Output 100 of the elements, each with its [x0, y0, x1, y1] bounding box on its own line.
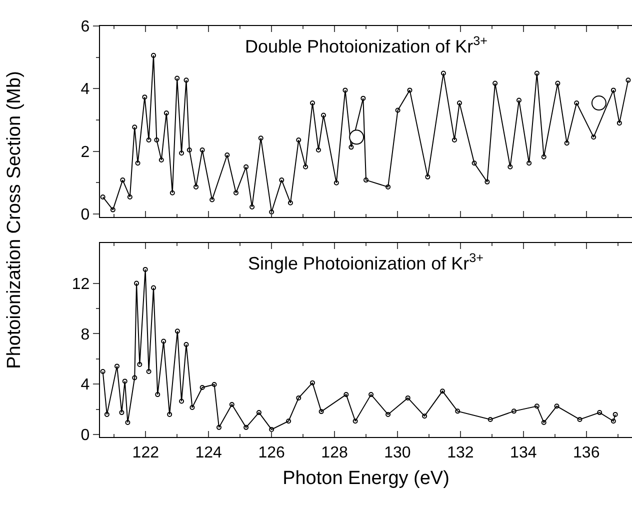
point	[119, 410, 124, 416]
point	[229, 402, 234, 407]
y-tick-label: 4	[80, 81, 90, 98]
point	[142, 266, 148, 272]
point	[321, 112, 326, 118]
point	[511, 408, 516, 414]
point	[316, 147, 321, 152]
y-tick-label: 12	[72, 276, 90, 293]
x-tick-label: 130	[384, 444, 411, 462]
point	[135, 160, 140, 166]
point	[174, 328, 180, 334]
point	[508, 164, 513, 170]
point	[555, 80, 560, 86]
point	[534, 404, 540, 409]
point	[610, 418, 616, 424]
point	[425, 174, 430, 180]
point	[368, 392, 374, 398]
point	[170, 190, 175, 196]
point	[591, 96, 606, 111]
point	[120, 178, 126, 183]
point	[612, 412, 618, 417]
y-tick-label: 0	[80, 206, 90, 224]
point	[349, 130, 364, 145]
point	[440, 70, 446, 76]
point	[610, 88, 616, 93]
point	[288, 200, 293, 206]
point	[386, 184, 391, 190]
point	[597, 410, 602, 416]
point	[286, 418, 292, 424]
point	[395, 108, 400, 113]
point	[244, 164, 249, 170]
point	[146, 137, 152, 142]
point	[534, 70, 540, 76]
point	[104, 412, 110, 417]
y-tick-label: 4	[80, 376, 90, 394]
point	[310, 100, 315, 106]
point	[164, 110, 169, 116]
point	[440, 388, 445, 394]
y-tick-label: 2	[80, 144, 90, 161]
point	[269, 209, 274, 214]
point	[318, 409, 324, 414]
point	[258, 136, 264, 141]
y-tick-label: 0	[80, 427, 90, 444]
point	[110, 207, 116, 212]
x-tick-label: 126	[258, 444, 286, 462]
point	[279, 178, 284, 183]
point	[179, 398, 184, 404]
point	[352, 418, 358, 424]
text: Double Photoionization of Kr$^{3+}$	[245, 34, 488, 57]
point	[616, 120, 622, 126]
point	[179, 150, 184, 156]
point	[541, 154, 546, 160]
point	[526, 160, 532, 166]
point	[146, 368, 152, 374]
text: Single Photoionization of Kr$^{3+}$	[248, 251, 484, 274]
point	[184, 342, 189, 348]
x-tick-label: 132	[447, 444, 474, 462]
point	[224, 152, 230, 158]
point	[344, 392, 349, 398]
point	[210, 197, 215, 202]
point	[484, 179, 490, 184]
point	[161, 338, 166, 344]
point	[256, 410, 262, 416]
point	[269, 426, 274, 432]
y-tick-label: 6	[80, 18, 90, 36]
point	[155, 392, 160, 398]
x-tick-label: 128	[321, 444, 348, 462]
point	[455, 408, 460, 414]
point	[456, 100, 462, 106]
point	[334, 180, 339, 186]
point	[174, 76, 180, 81]
line-series	[100, 52, 631, 214]
point	[348, 144, 354, 150]
point	[626, 78, 631, 83]
point	[200, 384, 205, 390]
point	[151, 52, 156, 58]
point	[154, 137, 160, 142]
point	[488, 416, 493, 422]
point	[342, 88, 348, 93]
point	[296, 395, 302, 400]
point	[541, 420, 546, 426]
point	[114, 364, 120, 369]
point	[360, 96, 366, 101]
x-tick-label: 134	[510, 444, 537, 462]
point	[303, 164, 308, 170]
point	[151, 285, 156, 290]
point	[132, 124, 138, 130]
x-axis-title: Photon Energy (eV)	[282, 468, 450, 490]
point	[216, 424, 222, 430]
point	[364, 178, 368, 183]
y-tick-label: 8	[80, 326, 90, 344]
point	[310, 380, 315, 386]
point	[422, 414, 428, 419]
x-tick-label: 136	[573, 444, 600, 462]
point	[407, 88, 412, 93]
point	[574, 100, 580, 106]
point	[100, 194, 106, 200]
point	[233, 190, 238, 196]
y-axis-title: Photoionization Cross Section (Mb)	[4, 71, 26, 369]
point	[186, 147, 192, 152]
